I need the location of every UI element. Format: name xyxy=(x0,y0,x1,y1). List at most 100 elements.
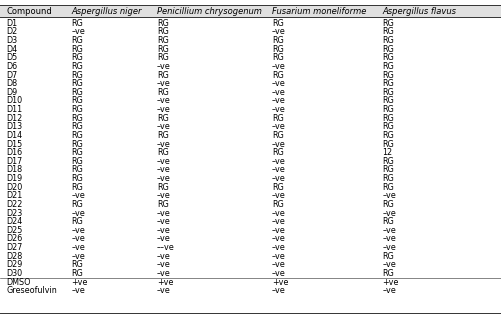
Text: RG: RG xyxy=(72,19,83,28)
Text: RG: RG xyxy=(72,174,83,183)
Text: RG: RG xyxy=(72,53,83,62)
Text: –ve: –ve xyxy=(157,96,170,106)
Text: D22: D22 xyxy=(7,200,23,209)
Text: RG: RG xyxy=(72,88,83,97)
Text: RG: RG xyxy=(157,53,168,62)
Text: –ve: –ve xyxy=(72,209,85,217)
Text: RG: RG xyxy=(382,105,394,114)
Text: D23: D23 xyxy=(7,209,23,217)
Text: RG: RG xyxy=(382,62,394,71)
Text: –ve: –ve xyxy=(272,122,286,131)
Text: RG: RG xyxy=(272,148,284,157)
Text: –ve: –ve xyxy=(272,226,286,235)
Text: –ve: –ve xyxy=(157,191,170,200)
Text: –ve: –ve xyxy=(157,260,170,269)
Text: Greseofulvin: Greseofulvin xyxy=(7,286,57,295)
Text: –ve: –ve xyxy=(157,209,170,217)
Text: –ve: –ve xyxy=(157,139,170,149)
Text: RG: RG xyxy=(72,36,83,45)
Text: RG: RG xyxy=(272,183,284,192)
Text: –ve: –ve xyxy=(157,269,170,278)
Text: D26: D26 xyxy=(7,234,23,243)
Text: D27: D27 xyxy=(7,243,23,252)
Text: RG: RG xyxy=(382,131,394,140)
Text: –ve: –ve xyxy=(157,174,170,183)
Text: RG: RG xyxy=(157,200,168,209)
Text: D18: D18 xyxy=(7,165,23,174)
Text: –ve: –ve xyxy=(157,157,170,166)
Text: RG: RG xyxy=(382,165,394,174)
Text: –ve: –ve xyxy=(272,191,286,200)
Text: RG: RG xyxy=(272,71,284,80)
Text: D8: D8 xyxy=(7,79,18,88)
Text: RG: RG xyxy=(272,45,284,54)
Text: RG: RG xyxy=(72,131,83,140)
Text: RG: RG xyxy=(157,131,168,140)
Text: –ve: –ve xyxy=(72,28,85,36)
Text: RG: RG xyxy=(382,71,394,80)
Text: ––ve: ––ve xyxy=(157,243,174,252)
Text: RG: RG xyxy=(157,88,168,97)
Text: RG: RG xyxy=(157,183,168,192)
Text: RG: RG xyxy=(157,45,168,54)
Text: –ve: –ve xyxy=(157,217,170,226)
Text: D6: D6 xyxy=(7,62,18,71)
Text: –ve: –ve xyxy=(272,252,286,261)
Text: RG: RG xyxy=(72,79,83,88)
Text: –ve: –ve xyxy=(382,209,396,217)
Text: D21: D21 xyxy=(7,191,23,200)
Text: D14: D14 xyxy=(7,131,23,140)
Text: D5: D5 xyxy=(7,53,18,62)
Text: D15: D15 xyxy=(7,139,23,149)
Text: –ve: –ve xyxy=(272,269,286,278)
Text: –ve: –ve xyxy=(272,139,286,149)
Text: –ve: –ve xyxy=(272,209,286,217)
Text: RG: RG xyxy=(72,139,83,149)
Bar xyxy=(0,5,501,17)
Text: –ve: –ve xyxy=(157,79,170,88)
Text: +ve: +ve xyxy=(272,277,289,287)
Text: +ve: +ve xyxy=(157,277,173,287)
Text: RG: RG xyxy=(72,114,83,123)
Text: 12: 12 xyxy=(382,148,392,157)
Text: –ve: –ve xyxy=(382,234,396,243)
Text: RG: RG xyxy=(157,148,168,157)
Text: D10: D10 xyxy=(7,96,23,106)
Text: RG: RG xyxy=(157,36,168,45)
Text: –ve: –ve xyxy=(382,243,396,252)
Text: RG: RG xyxy=(72,122,83,131)
Text: RG: RG xyxy=(157,114,168,123)
Text: RG: RG xyxy=(72,105,83,114)
Text: –ve: –ve xyxy=(272,79,286,88)
Text: RG: RG xyxy=(72,165,83,174)
Text: –ve: –ve xyxy=(72,191,85,200)
Text: RG: RG xyxy=(272,19,284,28)
Text: RG: RG xyxy=(382,174,394,183)
Text: RG: RG xyxy=(157,28,168,36)
Text: RG: RG xyxy=(157,19,168,28)
Text: –ve: –ve xyxy=(157,62,170,71)
Text: –ve: –ve xyxy=(72,226,85,235)
Text: –ve: –ve xyxy=(157,252,170,261)
Text: D12: D12 xyxy=(7,114,23,123)
Text: DMSO: DMSO xyxy=(7,277,31,287)
Text: D17: D17 xyxy=(7,157,23,166)
Text: D29: D29 xyxy=(7,260,23,269)
Text: RG: RG xyxy=(382,28,394,36)
Text: D3: D3 xyxy=(7,36,18,45)
Text: RG: RG xyxy=(72,45,83,54)
Text: –ve: –ve xyxy=(272,88,286,97)
Text: –ve: –ve xyxy=(157,234,170,243)
Text: D19: D19 xyxy=(7,174,23,183)
Text: RG: RG xyxy=(72,62,83,71)
Text: –ve: –ve xyxy=(272,234,286,243)
Text: D16: D16 xyxy=(7,148,23,157)
Text: RG: RG xyxy=(382,114,394,123)
Text: RG: RG xyxy=(382,200,394,209)
Text: RG: RG xyxy=(382,79,394,88)
Text: –ve: –ve xyxy=(72,252,85,261)
Text: D28: D28 xyxy=(7,252,23,261)
Text: D24: D24 xyxy=(7,217,23,226)
Text: RG: RG xyxy=(272,131,284,140)
Text: –ve: –ve xyxy=(272,62,286,71)
